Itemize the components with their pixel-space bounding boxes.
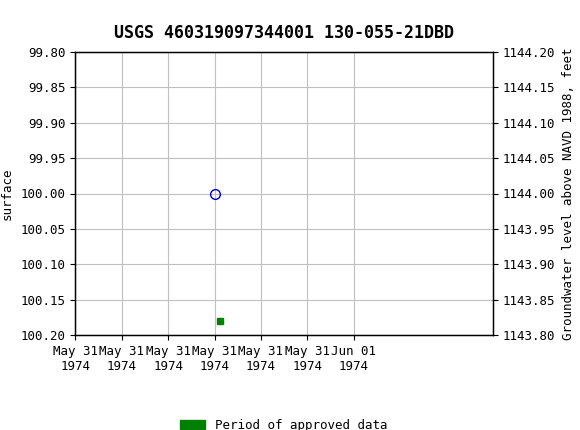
Title: USGS 460319097344001 130-055-21DBD: USGS 460319097344001 130-055-21DBD — [114, 24, 454, 42]
Y-axis label: Depth to water level, feet below land
surface: Depth to water level, feet below land su… — [0, 55, 14, 332]
Legend: Period of approved data: Period of approved data — [176, 414, 393, 430]
Text: ≡USGS: ≡USGS — [12, 8, 70, 27]
Text: ≋: ≋ — [3, 7, 16, 27]
Y-axis label: Groundwater level above NAVD 1988, feet: Groundwater level above NAVD 1988, feet — [562, 47, 575, 340]
